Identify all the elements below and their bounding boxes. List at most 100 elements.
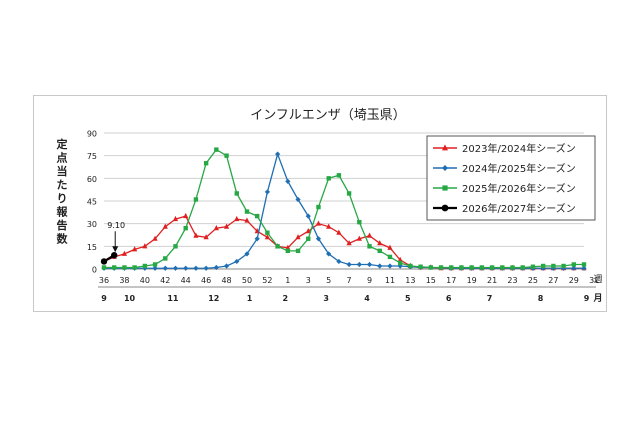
data-point [489, 265, 495, 270]
month-label: 3 [323, 294, 329, 303]
data-point [173, 244, 178, 249]
month-label: 8 [538, 294, 544, 303]
data-point [152, 265, 158, 271]
legend: 2023年/2024年シーズン 2024年/2025年シーズン 2025年/2026… [426, 135, 596, 221]
data-point [203, 161, 209, 166]
x-tick-label: 36 [99, 276, 109, 285]
y-axis-label-char: 告 [57, 218, 68, 232]
data-point [203, 265, 209, 271]
data-point [346, 191, 352, 196]
y-axis-label-char: 報 [57, 205, 69, 219]
data-point [387, 254, 393, 260]
data-point [152, 262, 158, 267]
y-axis-label-char: り [57, 192, 68, 205]
data-point [561, 263, 566, 269]
data-point [442, 144, 448, 151]
series-layer [100, 147, 587, 271]
month-label: 11 [167, 294, 179, 303]
data-point [193, 197, 199, 202]
x-tick-label: 29 [569, 276, 579, 285]
data-point [346, 261, 352, 268]
data-point [183, 226, 188, 231]
data-point [571, 265, 577, 271]
data-point [142, 243, 148, 249]
legend-item: 2023年/2024年シーズン [433, 142, 576, 155]
month-label: 2 [282, 294, 288, 303]
data-point [234, 215, 240, 222]
x-tick-label: 1 [285, 276, 290, 285]
data-point [336, 258, 342, 265]
data-point [581, 265, 587, 271]
data-point [449, 265, 454, 270]
data-point [305, 213, 311, 219]
y-axis-label-char: 定 [57, 137, 68, 151]
x-tick-label: 21 [487, 276, 497, 285]
data-point [551, 263, 556, 269]
x-tick-label: 44 [181, 276, 191, 285]
month-label: 7 [487, 294, 493, 303]
x-tick-label: 11 [385, 276, 395, 285]
data-point [316, 204, 321, 210]
data-point [152, 235, 158, 241]
legend-item: 2026年/2027年シーズン [433, 202, 576, 215]
month-label: 9 [101, 294, 107, 303]
data-point [581, 262, 587, 267]
data-point [223, 263, 230, 269]
x-tick-label: 40 [140, 276, 150, 285]
data-point [193, 232, 199, 238]
y-axis-label-char: 当 [57, 164, 68, 178]
data-point [223, 223, 230, 229]
data-point [213, 225, 219, 231]
y-tick-label: 45 [87, 198, 97, 207]
x-tick-label: 23 [507, 276, 517, 285]
grid-layer [104, 132, 584, 270]
data-point [285, 248, 291, 254]
x-tick-label: 15 [426, 276, 436, 285]
y-tick-label: 30 [87, 220, 97, 229]
data-point [326, 176, 331, 181]
data-point [163, 256, 168, 261]
y-tick-label: 75 [87, 152, 97, 161]
x-tick-label: 19 [467, 276, 477, 285]
data-point [326, 251, 332, 257]
data-point [366, 232, 373, 238]
x-tick-label: 25 [528, 276, 538, 285]
data-point [397, 260, 403, 266]
month-label: 9 [584, 294, 590, 303]
data-point [264, 234, 271, 240]
y-axis-label-char: た [57, 179, 68, 192]
data-point [172, 265, 179, 271]
y-tick-label: 0 [92, 266, 97, 275]
data-point [162, 223, 168, 229]
x-axis-unit-month: 月 [592, 293, 602, 304]
data-point [357, 219, 362, 225]
series-1 [101, 212, 587, 271]
y-tick-label: 60 [87, 175, 97, 184]
data-point [387, 263, 393, 269]
data-point [254, 213, 260, 219]
month-label: 10 [124, 294, 136, 303]
y-axis-label-char: 数 [57, 232, 69, 246]
legend-label: 2026年/2027年シーズン [462, 202, 576, 215]
data-point [520, 265, 525, 270]
data-point [193, 265, 199, 271]
data-point [530, 264, 536, 269]
legend-item: 2024年/2025年シーズン [433, 162, 576, 175]
data-point [356, 261, 362, 268]
series-3 [101, 147, 587, 270]
data-point [214, 147, 219, 152]
data-point [183, 265, 189, 271]
x-tick-label: 5 [326, 276, 331, 285]
data-point [438, 265, 444, 270]
x-tick-label: 38 [119, 276, 129, 285]
data-point [315, 236, 322, 242]
data-point [295, 248, 301, 254]
data-point [203, 234, 209, 240]
data-point [122, 265, 127, 270]
data-point [305, 228, 311, 234]
chart-title: インフルエンザ（埼玉県） [250, 108, 406, 123]
data-point [162, 265, 168, 271]
data-point [387, 244, 393, 250]
data-point [377, 263, 383, 269]
